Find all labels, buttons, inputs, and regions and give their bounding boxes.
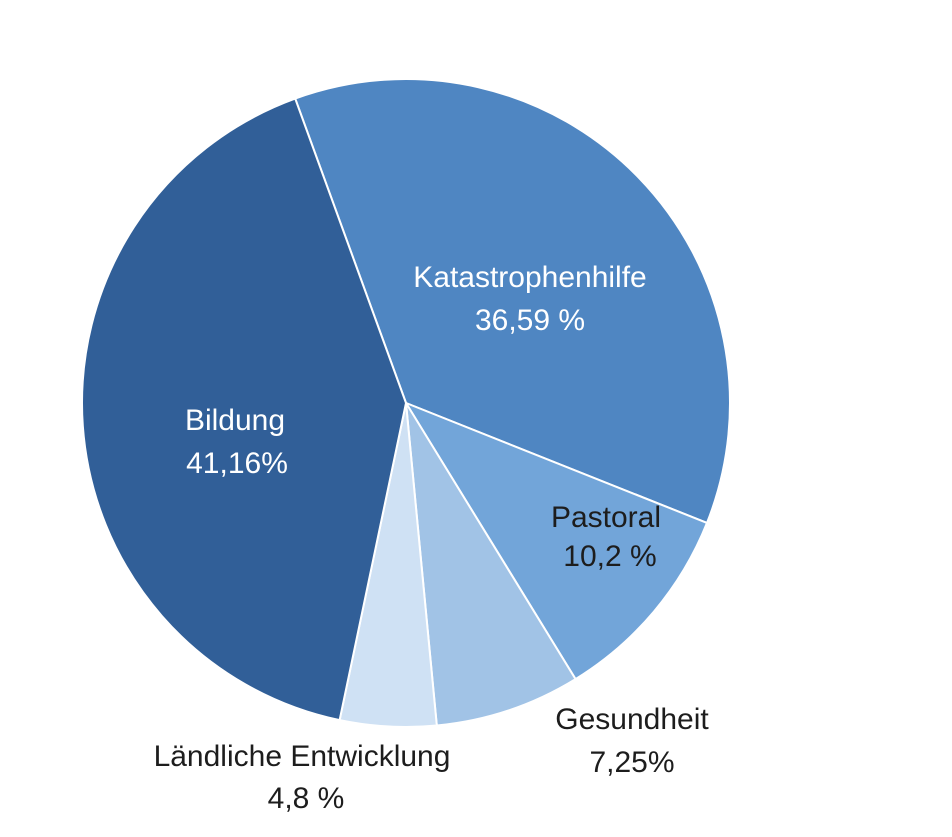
label-bildung-value: 41,16% [186,447,288,480]
label-katastrophenhilfe-name: Katastrophenhilfe [413,261,647,294]
label-pastoral-value: 10,2 % [563,540,656,573]
label-gesundheit-value: 7,25% [589,746,674,779]
pie-slice-pastoral [403,400,709,681]
pie-slice-bildung [81,97,408,722]
label-laendliche-entwicklung-name: Ländliche Entwicklung [154,740,451,773]
label-bildung-name: Bildung [185,404,285,437]
label-katastrophenhilfe-value: 36,59 % [475,304,585,337]
pie-slice-gesundheit [405,402,577,727]
slices-layer [81,78,731,728]
label-gesundheit-name: Gesundheit [555,703,709,736]
label-laendliche-entwicklung-value: 4,8 % [268,782,345,815]
pie-slice-katastrophenhilfe [293,78,731,525]
label-pastoral-name: Pastoral [551,501,661,534]
labels-layer: Katastrophenhilfe 36,59 % Pastoral 10,2 … [154,261,710,815]
